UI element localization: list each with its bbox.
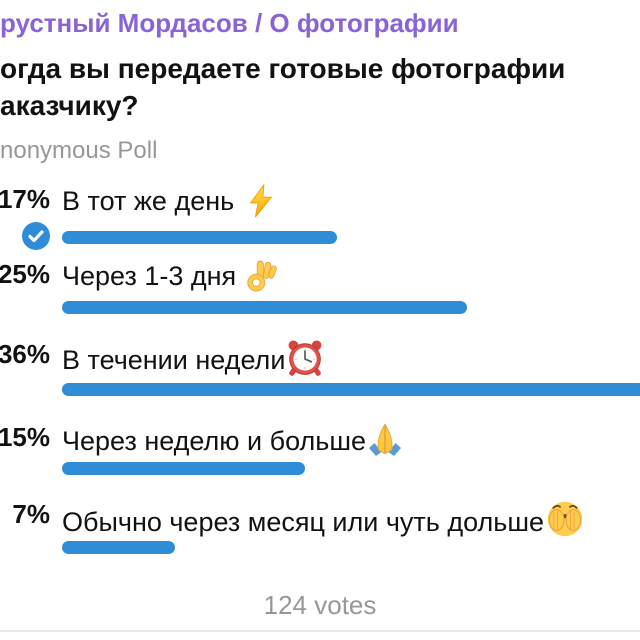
- poll-option-month-or-longer[interactable]: 7% Обычно через месяц или чуть дольше: [0, 499, 640, 569]
- option-percent: 15%: [0, 422, 50, 452]
- alarm-clock-emoji-icon: [288, 340, 322, 376]
- option-label: В течении недели: [62, 339, 324, 377]
- option-result-bar: [62, 383, 640, 396]
- votes-count: 124 votes: [263, 590, 377, 620]
- zap-emoji-icon: [249, 183, 273, 218]
- bottom-divider: [0, 630, 640, 632]
- poll-option-within-week[interactable]: 36% В течении недели: [0, 339, 640, 409]
- option-label: Через неделю и больше: [62, 422, 403, 458]
- face-with-peeking-eye-emoji-icon: [547, 501, 583, 537]
- poll-type-label: nonymous Poll: [0, 137, 158, 164]
- ok-hand-emoji-icon: [247, 260, 277, 292]
- option-result-bar: [62, 462, 305, 475]
- poll-question: огда вы передаете готовые фотографии ака…: [0, 53, 566, 121]
- option-percent: 17%: [0, 184, 50, 214]
- poll-option-same-day[interactable]: 17% В тот же день: [0, 183, 640, 254]
- option-result-bar: [62, 231, 338, 244]
- option-percent: 25%: [0, 259, 50, 289]
- option-label: Обычно через месяц или чуть дольше: [62, 499, 585, 539]
- option-percent: 7%: [12, 499, 50, 529]
- option-result-bar: [62, 541, 176, 554]
- voted-check-icon: [22, 222, 50, 250]
- folded-hands-emoji-icon: [369, 423, 402, 456]
- channel-title[interactable]: рустный Мордасов / О фотографии: [0, 8, 459, 38]
- option-label: Через 1-3 дня: [62, 259, 278, 293]
- option-result-bar: [62, 301, 467, 314]
- option-label: В тот же день: [62, 183, 278, 218]
- poll-option-week-or-more[interactable]: 15% Через неделю и больше: [0, 422, 640, 492]
- option-percent: 36%: [0, 339, 50, 369]
- poll-option-1-3-days[interactable]: 25% Через 1-3 дня: [0, 259, 640, 329]
